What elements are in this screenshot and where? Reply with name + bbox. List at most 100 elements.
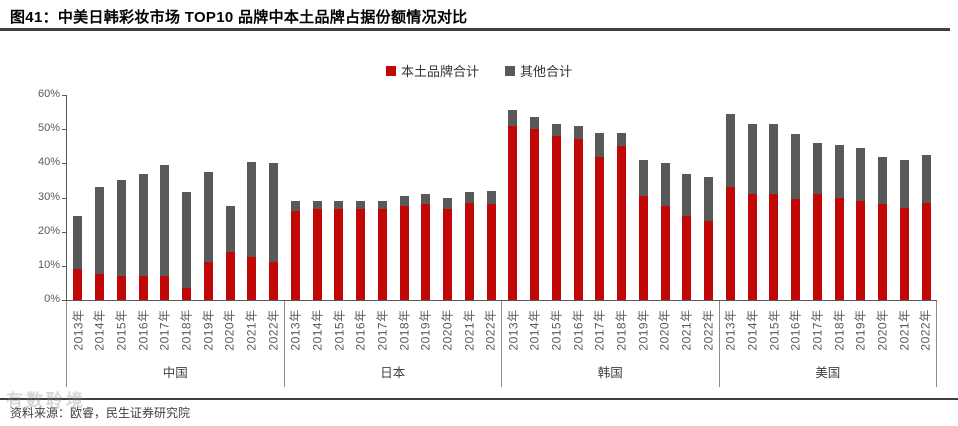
bar [73,95,83,300]
bar [182,95,192,300]
bar-segment-other [704,177,714,222]
bar-slot [176,95,198,300]
bar-slot [828,95,850,300]
bar-segment-other [421,194,431,205]
bar-segment-other [899,159,909,208]
year-label: 2020年 [440,309,455,351]
bar-group [720,95,938,300]
bar-slot [502,95,524,300]
bar-slot [350,95,372,300]
y-tick-label: 30% [37,190,60,203]
bar-slot [111,95,133,300]
bar-slot [546,95,568,300]
bar-segment-local [486,204,496,300]
bar-slot [198,95,220,300]
y-tick-label: 0% [44,293,60,305]
year-label: 2022年 [266,309,281,351]
bar-slot [785,95,807,300]
x-axis-group-section: 2013年 2014年 2015年 2016年 2017年 2018年 2019年 2020年… [501,301,719,387]
y-tick-label: 40% [37,156,60,169]
year-labels-row: 2013年 2014年 2015年 2016年 2017年 2018年 2019年 2020年… [502,301,719,359]
bar-segment-local [595,156,605,300]
bar-slot [415,95,437,300]
bar-slot [763,95,785,300]
x-axis-group-section: 2013年 2014年 2015年 2016年 2017年 2018年 2019年 2020年… [66,301,284,387]
bar-segment-local [834,197,844,300]
year-label-cell: 2013年 [720,301,742,359]
bar-segment-other [138,173,148,277]
bar-segment-local [856,200,866,300]
bar-slot [328,95,350,300]
legend-label-other: 其他合计 [520,64,573,79]
year-label: 2018年 [397,309,412,351]
year-label: 2014年 [527,309,542,351]
bar-segment-other [508,110,518,126]
year-label: 2019年 [418,309,433,351]
bar-segment-other [377,200,387,210]
bar-slot [89,95,111,300]
bar-segment-local [769,194,779,300]
year-label-cell: 2021年 [893,301,915,359]
bar-segment-other [225,206,235,253]
year-label-cell: 2014年 [306,301,328,359]
bar-segment-local [464,202,474,300]
bar-segment-local [921,202,931,300]
y-tick-label: 20% [37,224,60,237]
year-labels-row: 2013年 2014年 2015年 2016年 2017年 2018年 2019年 2020年… [720,301,937,359]
year-label-cell: 2014年 [741,301,763,359]
year-label: 2017年 [810,309,825,351]
year-label-cell: 2013年 [285,301,307,359]
y-tick-mark [62,265,66,267]
year-label: 2013年 [506,309,521,351]
year-label: 2013年 [71,309,86,351]
bar-segment-local [530,129,540,300]
bar-slot [676,95,698,300]
bar [725,95,735,300]
bar [812,95,822,300]
bar-segment-other [290,200,300,212]
plot-area [62,95,938,301]
year-label: 2013年 [288,309,303,351]
bar [399,95,409,300]
year-label-cell: 2016年 [784,301,806,359]
year-label-cell: 2018年 [393,301,415,359]
bar-segment-local [573,139,583,300]
bar-segment-other [399,195,409,207]
year-label: 2018年 [832,309,847,351]
bar-segment-other [638,159,648,196]
bar-segment-local [747,194,757,300]
bar [356,95,366,300]
source-text: 资料来源：欧睿，民生证券研究院 [10,406,191,420]
year-label-cell: 2022年 [914,301,936,359]
bar-segment-local [617,146,627,300]
bar-slot [872,95,894,300]
bar [377,95,387,300]
bar-segment-local [791,199,801,300]
year-label: 2019年 [636,309,651,351]
y-tick-mark [62,129,66,131]
bar-segment-other [595,132,605,157]
bar-segment-other [747,124,757,195]
bar-segment-local [682,216,692,300]
year-label-cell: 2020年 [654,301,676,359]
year-label-cell: 2015年 [328,301,350,359]
bar-segment-other [95,187,105,275]
year-label: 2013年 [723,309,738,351]
y-tick-mark [62,95,66,96]
bar-segment-local [203,262,213,300]
bar-slot [306,95,328,300]
title-underline [0,28,950,31]
year-label: 2021年 [462,309,477,351]
bar-slot [698,95,720,300]
y-tick-mark [62,197,66,199]
y-tick-mark [62,231,66,233]
bar-segment-other [486,190,496,205]
bar [421,95,431,300]
year-label-cell: 2019年 [414,301,436,359]
bar-segment-other [530,117,540,130]
bar-segment-other [443,197,453,210]
bar-slot [285,95,307,300]
bar-segment-local [334,209,344,300]
bar [856,95,866,300]
y-tick-label: 50% [37,122,60,135]
